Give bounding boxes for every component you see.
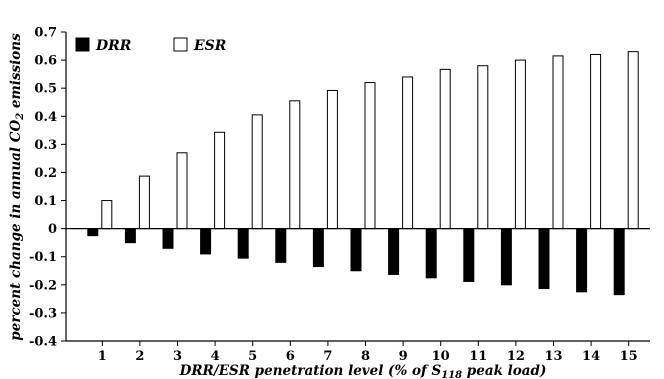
x-axis-title: DRR/ESR penetration level (% of S118 pea… bbox=[179, 363, 547, 379]
y-tick-label: -0.2 bbox=[29, 278, 57, 293]
x-tick-label: 2 bbox=[135, 349, 144, 364]
bar-esr bbox=[214, 131, 226, 230]
bar-drr bbox=[87, 228, 99, 237]
y-tick-label: 0.5 bbox=[34, 82, 57, 97]
x-tick-label: 11 bbox=[469, 349, 487, 364]
bar-esr bbox=[251, 114, 263, 230]
bar-esr bbox=[439, 68, 451, 230]
x-tick-label: 6 bbox=[286, 349, 295, 364]
bar-drr bbox=[538, 228, 550, 289]
bar-drr bbox=[200, 228, 212, 255]
bar-esr bbox=[176, 152, 188, 230]
bar-drr bbox=[388, 228, 400, 275]
y-tick-label: 0.4 bbox=[34, 110, 57, 125]
bar-drr bbox=[350, 228, 362, 272]
legend-label-esr: ESR bbox=[193, 38, 226, 54]
bar-esr bbox=[477, 65, 489, 230]
legend-swatch-esr bbox=[173, 37, 188, 52]
bar-drr bbox=[275, 228, 287, 263]
bar-drr bbox=[312, 228, 324, 268]
x-tick-label: 13 bbox=[544, 349, 562, 364]
y-axis-title: percent change in annual CO2 emissions bbox=[8, 33, 26, 341]
x-tick-label: 10 bbox=[432, 349, 450, 364]
x-tick-label: 5 bbox=[248, 349, 257, 364]
bar-esr bbox=[326, 89, 338, 230]
x-tick-label: 8 bbox=[361, 349, 370, 364]
x-ticks: 1 2 3 4 5 6 7 8 9 10 11 12 13 14 15 bbox=[98, 341, 638, 364]
x-tick-label: 14 bbox=[582, 349, 600, 364]
x-tick-label: 12 bbox=[507, 349, 525, 364]
x-tick-label: 9 bbox=[399, 349, 408, 364]
bar-drr bbox=[237, 228, 249, 259]
y-tick-label: -0.3 bbox=[29, 306, 57, 321]
legend: DRR ESR bbox=[75, 37, 226, 54]
y-tick-label: 0.3 bbox=[34, 138, 57, 153]
x-tick-label: 7 bbox=[323, 349, 332, 364]
x-tick-label: 1 bbox=[98, 349, 107, 364]
y-tick-label: 0.7 bbox=[34, 26, 57, 41]
x-tick-label: 3 bbox=[173, 349, 182, 364]
legend-label-drr: DRR bbox=[95, 38, 131, 54]
y-tick-label: -0.1 bbox=[29, 250, 57, 265]
bar-esr bbox=[138, 175, 150, 230]
bar-esr bbox=[101, 200, 113, 230]
bar-drr bbox=[124, 228, 136, 244]
bar-drr bbox=[463, 228, 475, 282]
y-tick-label: 0 bbox=[48, 222, 57, 237]
bar-esr bbox=[627, 51, 639, 230]
y-tick-label: 0.1 bbox=[34, 194, 57, 209]
bar-esr bbox=[514, 59, 526, 230]
y-tick-label: 0.6 bbox=[34, 54, 57, 69]
bar-drr bbox=[500, 228, 512, 286]
y-tick-label: 0.2 bbox=[34, 166, 57, 181]
bar-esr bbox=[289, 100, 301, 230]
bar-esr bbox=[402, 76, 414, 230]
bar-esr bbox=[364, 82, 376, 230]
bars-group bbox=[87, 51, 639, 296]
bar-drr bbox=[613, 228, 625, 296]
x-tick-label: 4 bbox=[211, 349, 220, 364]
bar-drr bbox=[576, 228, 588, 293]
bar-esr bbox=[552, 55, 564, 230]
bar-drr bbox=[425, 228, 437, 279]
legend-swatch-drr bbox=[75, 37, 90, 52]
x-tick-label: 15 bbox=[620, 349, 638, 364]
y-ticks: -0.4 -0.3 -0.2 -0.1 0 0.1 0.2 0.3 0.4 0.5 0.6 0.7 bbox=[29, 26, 66, 350]
bar-drr bbox=[162, 228, 174, 249]
y-tick-label: -0.4 bbox=[29, 335, 57, 350]
bar-esr bbox=[590, 53, 602, 230]
